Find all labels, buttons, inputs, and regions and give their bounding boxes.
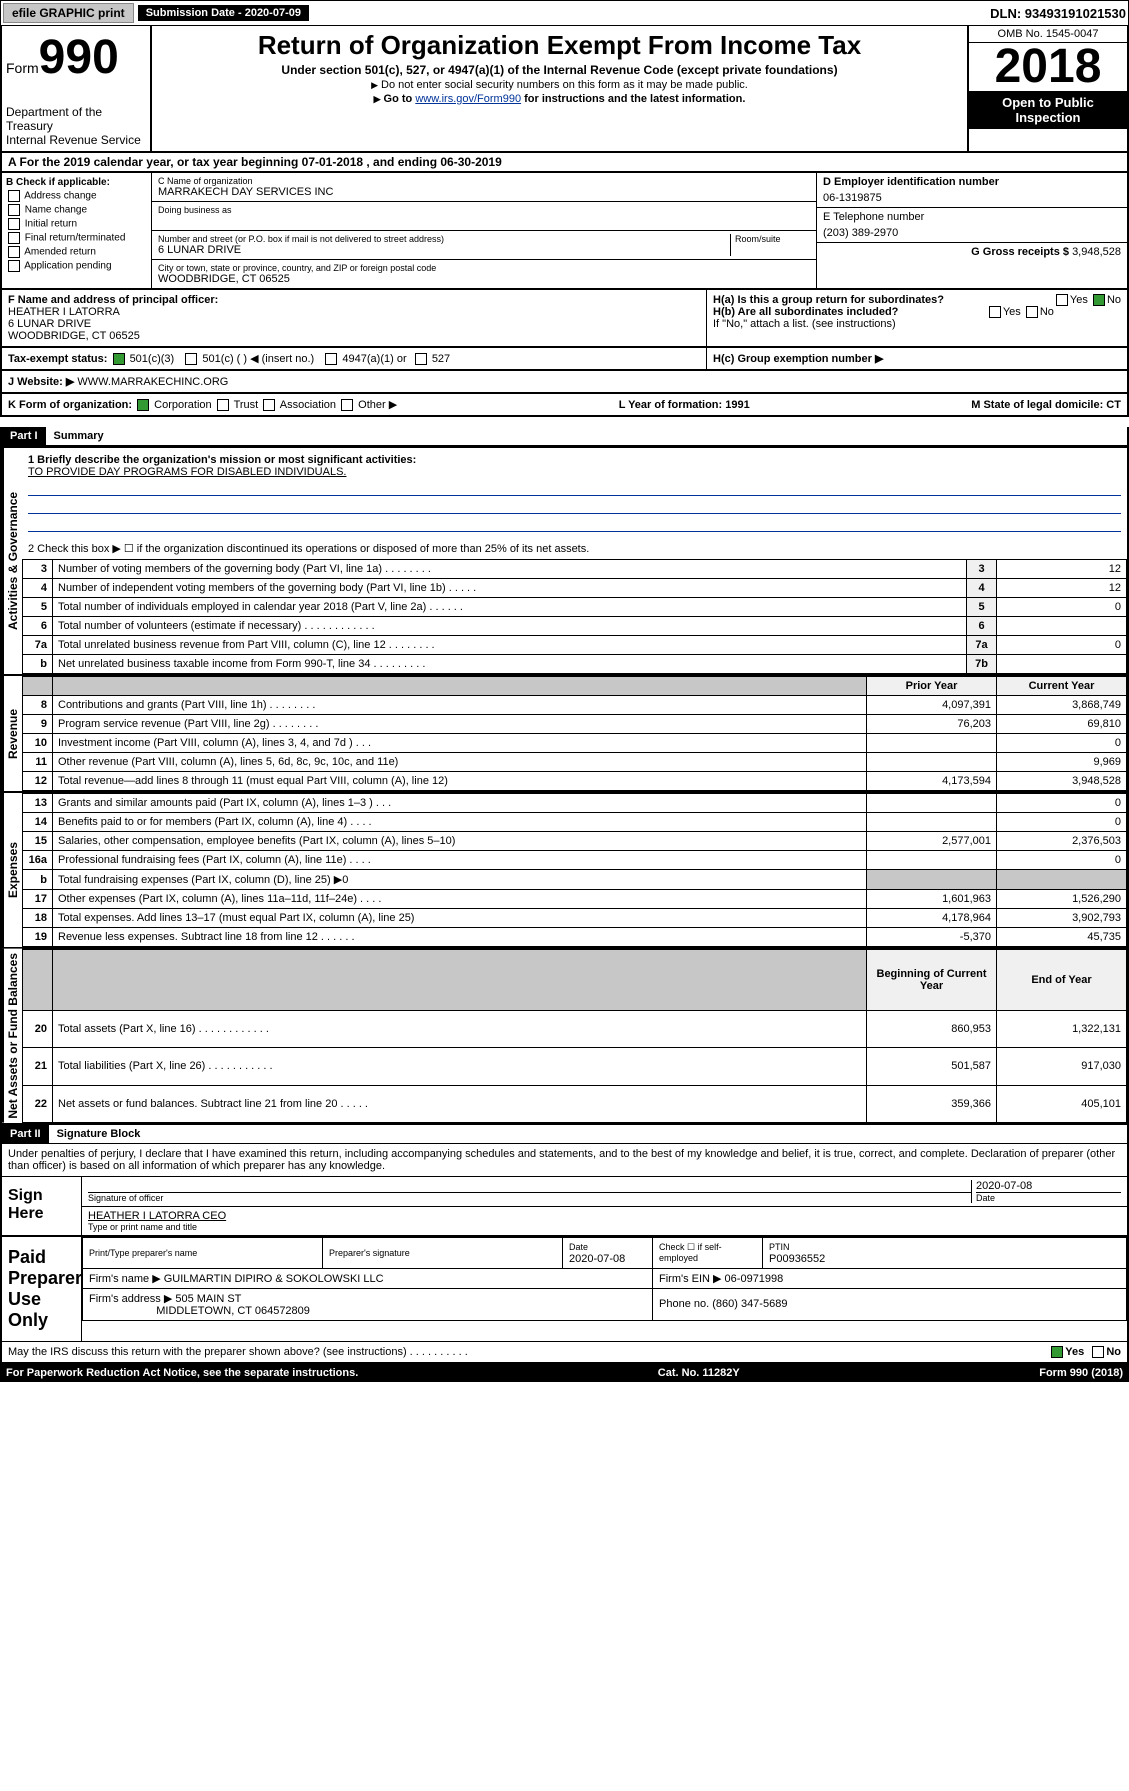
part-ii-title: Signature Block [57,1128,141,1140]
hb-note: If "No," attach a list. (see instruction… [713,318,1121,330]
phone-label: E Telephone number [823,211,1121,223]
officer-name: HEATHER I LATORRA [8,306,700,318]
tax-exempt-label: Tax-exempt status: [8,353,107,365]
part-i: Part I Summary Activities & Governance 1… [0,427,1129,1125]
vlabel-governance: Activities & Governance [2,448,22,674]
hb-row: H(b) Are all subordinates included? Yes … [713,306,1121,318]
sig-officer-label: Signature of officer [88,1192,971,1203]
ein-label: D Employer identification number [823,176,1121,188]
officer-typed-name: HEATHER I LATORRA CEO [88,1210,1121,1222]
officer-label: F Name and address of principal officer: [8,294,700,306]
chk-initial-return[interactable]: Initial return [6,218,147,230]
chk-name-change[interactable]: Name change [6,204,147,216]
submission-date: Submission Date - 2020-07-09 [138,5,309,21]
chk-discuss-yes[interactable] [1051,1346,1063,1358]
form-number: Form990 [6,30,146,85]
year-formation: L Year of formation: 1991 [619,399,750,411]
website-label: J Website: ▶ [8,375,74,388]
form-subtitle: Under section 501(c), 527, or 4947(a)(1)… [156,63,963,77]
chk-app-pending[interactable]: Application pending [6,260,147,272]
room-label: Room/suite [735,234,810,244]
gross-receipts-value: 3,948,528 [1072,246,1121,258]
efile-button[interactable]: efile GRAPHIC print [3,3,134,23]
mission-label: 1 Briefly describe the organization's mi… [28,454,1121,466]
block-fh: F Name and address of principal officer:… [0,290,1129,348]
block-bcd: B Check if applicable: Address change Na… [0,173,1129,290]
ha-row: H(a) Is this a group return for subordin… [713,294,1121,306]
paid-preparer-label: Paid Preparer Use Only [2,1237,82,1341]
paid-preparer-table: Print/Type preparer's name Preparer's si… [82,1237,1127,1321]
org-name: MARRAKECH DAY SERVICES INC [158,186,810,198]
korg-row: K Form of organization: Corporation Trus… [0,394,1129,417]
netassets-table: Beginning of Current YearEnd of Year20To… [22,949,1127,1123]
chk-corp[interactable] [137,399,149,411]
ssn-note: Do not enter social security numbers on … [156,79,963,91]
part-i-title: Summary [54,430,104,442]
state-domicile: M State of legal domicile: CT [971,399,1121,411]
mission-text: TO PROVIDE DAY PROGRAMS FOR DISABLED IND… [28,466,1121,478]
part-ii-header: Part II [2,1125,49,1143]
tax-year: 2018 [969,43,1127,91]
form-header: Form990 Department of the Treasury Inter… [0,26,1129,153]
city-label: City or town, state or province, country… [158,263,810,273]
goto-note: Go to www.irs.gov/Form990 for instructio… [156,93,963,105]
city-state-zip: WOODBRIDGE, CT 06525 [158,273,810,285]
block-ih: Tax-exempt status: 501(c)(3) 501(c) ( ) … [0,348,1129,371]
sig-date: 2020-07-08 [976,1180,1121,1192]
vlabel-netassets: Net Assets or Fund Balances [2,949,22,1123]
addr-label: Number and street (or P.O. box if mail i… [158,234,730,244]
perjury-text: Under penalties of perjury, I declare th… [2,1144,1127,1176]
chk-address-change[interactable]: Address change [6,190,147,202]
dept-label: Department of the Treasury [6,105,146,133]
chk-501c3[interactable] [113,353,125,365]
governance-table: 3Number of voting members of the governi… [22,559,1127,674]
phone-value: (203) 389-2970 [823,227,1121,239]
officer-addr1: 6 LUNAR DRIVE [8,318,700,330]
discuss-row: May the IRS discuss this return with the… [2,1341,1127,1362]
box-b-label: B Check if applicable: [6,177,147,188]
part-ii: Part II Signature Block Under penalties … [0,1125,1129,1364]
chk-amended[interactable]: Amended return [6,246,147,258]
part-i-header: Part I [2,427,46,445]
typed-name-label: Type or print name and title [88,1222,1121,1232]
topbar: efile GRAPHIC print Submission Date - 20… [0,0,1129,26]
revenue-table: Prior YearCurrent Year8Contributions and… [22,676,1127,791]
ein-value: 06-1319875 [823,192,1121,204]
irs-label: Internal Revenue Service [6,133,146,147]
chk-trust[interactable] [217,399,229,411]
officer-addr2: WOODBRIDGE, CT 06525 [8,330,700,342]
street-address: 6 LUNAR DRIVE [158,244,730,256]
paperwork-footer: For Paperwork Reduction Act Notice, see … [0,1364,1129,1382]
vlabel-expenses: Expenses [2,793,22,947]
line-2: 2 Check this box ▶ ☐ if the organization… [22,538,1127,559]
chk-discuss-no[interactable] [1092,1346,1104,1358]
dba-label: Doing business as [158,205,810,215]
chk-527[interactable] [415,353,427,365]
chk-final-return[interactable]: Final return/terminated [6,232,147,244]
vlabel-revenue: Revenue [2,676,22,791]
chk-other[interactable] [341,399,353,411]
dln-label: DLN: 93493191021530 [990,6,1126,21]
form-title: Return of Organization Exempt From Incom… [156,30,963,61]
chk-501c[interactable] [185,353,197,365]
gross-receipts-label: G Gross receipts $ [971,246,1072,258]
irs-link[interactable]: www.irs.gov/Form990 [415,93,521,105]
org-name-label: C Name of organization [158,176,810,186]
open-public-badge: Open to Public Inspection [969,91,1127,129]
website-value: WWW.MARRAKECHINC.ORG [77,376,228,388]
row-a: A For the 2019 calendar year, or tax yea… [0,153,1129,173]
sig-date-label: Date [976,1192,1121,1203]
chk-4947[interactable] [325,353,337,365]
expenses-table: 13Grants and similar amounts paid (Part … [22,793,1127,947]
sign-here-label: Sign Here [2,1177,82,1235]
chk-assoc[interactable] [263,399,275,411]
website-row: J Website: ▶ WWW.MARRAKECHINC.ORG [0,371,1129,394]
hc-label: H(c) Group exemption number ▶ [713,353,883,365]
